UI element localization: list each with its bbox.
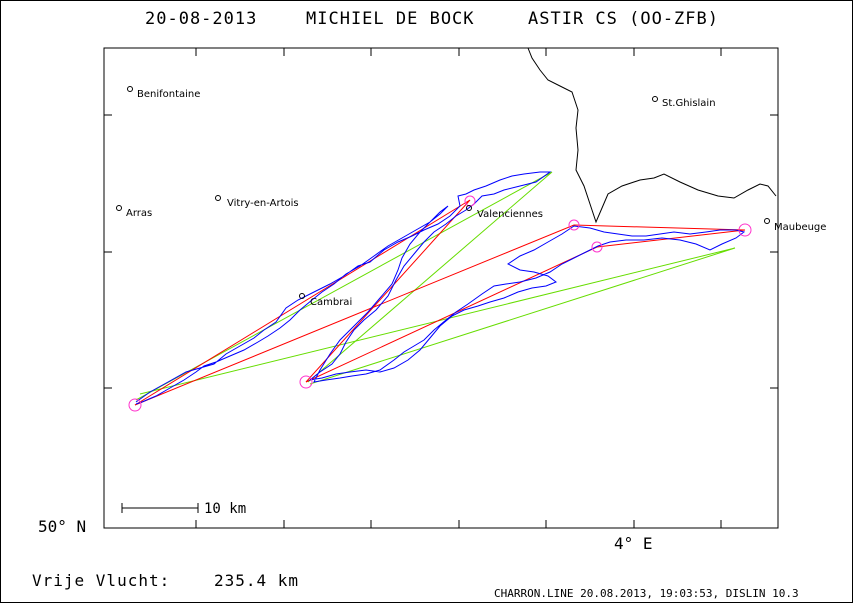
glider-name: ASTIR CS (OO-ZFB) (528, 9, 719, 29)
flight-distance-label: Vrije Vlucht: (32, 571, 170, 590)
turnpoint-north-east (568, 219, 580, 231)
town-marker (764, 218, 770, 224)
town-marker (466, 205, 472, 211)
town-label: Vitry-en-Artois (227, 198, 299, 209)
town-label: Benifontaine (137, 89, 200, 100)
scale-bar (121, 503, 199, 513)
longitude-label: 4° E (614, 534, 653, 553)
turnpoint-maubeuge (738, 223, 752, 237)
turnpoint-start (128, 398, 142, 412)
town-label: Arras (126, 208, 152, 219)
map-border (103, 47, 779, 529)
town-marker (127, 86, 133, 92)
town-marker (652, 96, 658, 102)
turnpoint-east (591, 241, 603, 253)
national-border (527, 47, 777, 224)
town-marker (116, 205, 122, 211)
town-label: Valenciennes (477, 209, 543, 220)
alt-route-lines (135, 171, 736, 401)
task-route-lines (134, 199, 746, 406)
town-marker (215, 195, 221, 201)
turnpoint-valenciennes (464, 195, 476, 207)
town-marker (299, 293, 305, 299)
gps-track (135, 171, 746, 405)
flight-date: 20-08-2013 (145, 9, 257, 29)
footer-info: CHARRON.LINE 20.08.2013, 19:03:53, DISLI… (494, 587, 799, 600)
town-label: Cambrai (310, 297, 352, 308)
towns: Benifontaine St.Ghislain Arras Vitry-en-… (116, 86, 826, 308)
axis-ticks (104, 48, 778, 528)
latitude-label: 50° N (38, 517, 86, 536)
scale-bar-label: 10 km (204, 501, 246, 517)
town-label: Maubeuge (774, 222, 826, 233)
turnpoint-south (299, 375, 313, 389)
flight-distance-value: 235.4 km (214, 571, 299, 590)
town-label: St.Ghislain (662, 98, 716, 109)
pilot-name: MICHIEL DE BOCK (306, 9, 475, 29)
